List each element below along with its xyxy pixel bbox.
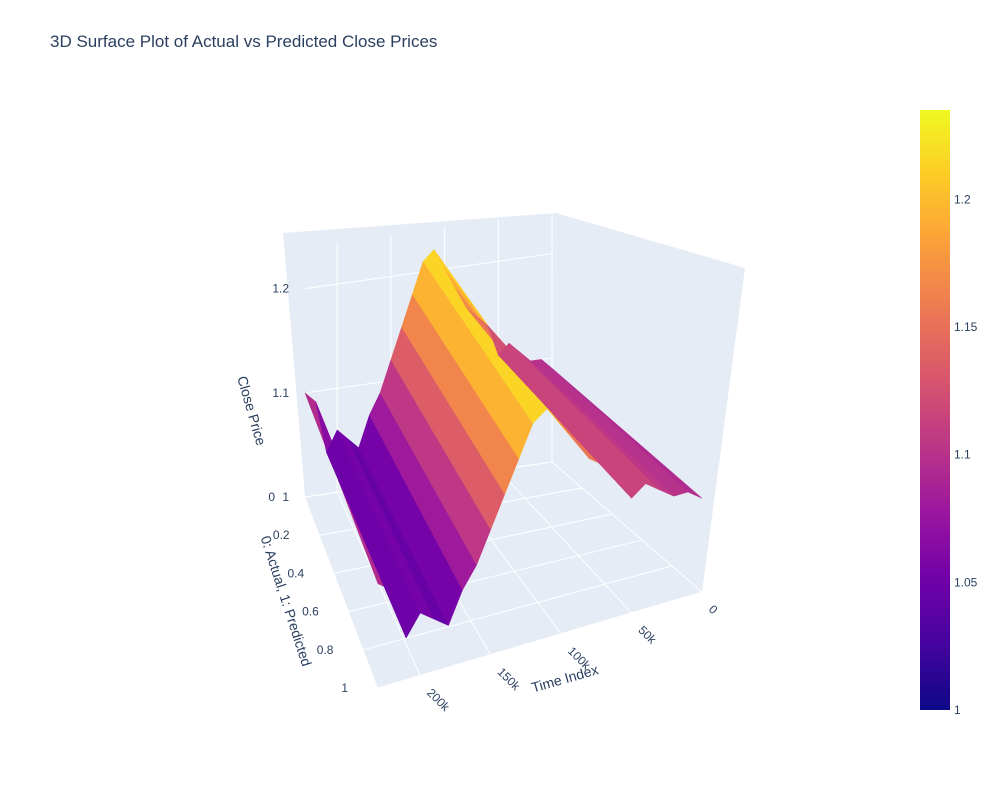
y-tick-label: 1 xyxy=(341,681,348,695)
y-tick-label: 0.8 xyxy=(317,643,334,657)
grid-line xyxy=(377,591,703,689)
colorbar: 1 1.05 1.1 1.15 1.2 xyxy=(920,110,978,717)
x-tick-label: 200k xyxy=(424,686,453,715)
colorbar-tick-label: 1.1 xyxy=(954,448,971,462)
z-tick-label: 1.1 xyxy=(272,386,289,400)
y-axis-title: 0: Actual, 1: Predicted xyxy=(258,534,315,668)
y-tick-label: 0.2 xyxy=(273,528,290,542)
x-tick-label: 50k xyxy=(635,623,659,647)
grid-line xyxy=(497,469,632,614)
surface-ribbons xyxy=(304,249,703,639)
3d-scene[interactable] xyxy=(283,212,745,689)
right-wall xyxy=(552,213,745,592)
z-tick-label: 1 xyxy=(282,490,289,504)
colorbar-tick-label: 1.05 xyxy=(954,575,978,589)
colorbar-gradient xyxy=(920,110,950,710)
x-tick-label: 0 xyxy=(706,602,721,617)
colorbar-tick-label: 1.2 xyxy=(954,192,971,206)
grid-line xyxy=(363,565,673,651)
colorbar-tick-label: 1.15 xyxy=(954,320,978,334)
y-tick-label: 0.6 xyxy=(302,605,319,619)
x-tick-label: 150k xyxy=(495,665,524,694)
chart-title: 3D Surface Plot of Actual vs Predicted C… xyxy=(50,32,438,51)
surface-segment xyxy=(541,359,703,499)
z-axis-title: Close Price xyxy=(234,374,269,447)
grid-line xyxy=(551,461,703,593)
y-tick-label: 0.4 xyxy=(288,566,305,580)
z-tick-label: 1.2 xyxy=(272,282,289,296)
x-axis-title: Time Index xyxy=(530,661,600,695)
colorbar-tick-label: 1 xyxy=(954,703,961,717)
y-tick-label: 0 xyxy=(268,490,275,504)
